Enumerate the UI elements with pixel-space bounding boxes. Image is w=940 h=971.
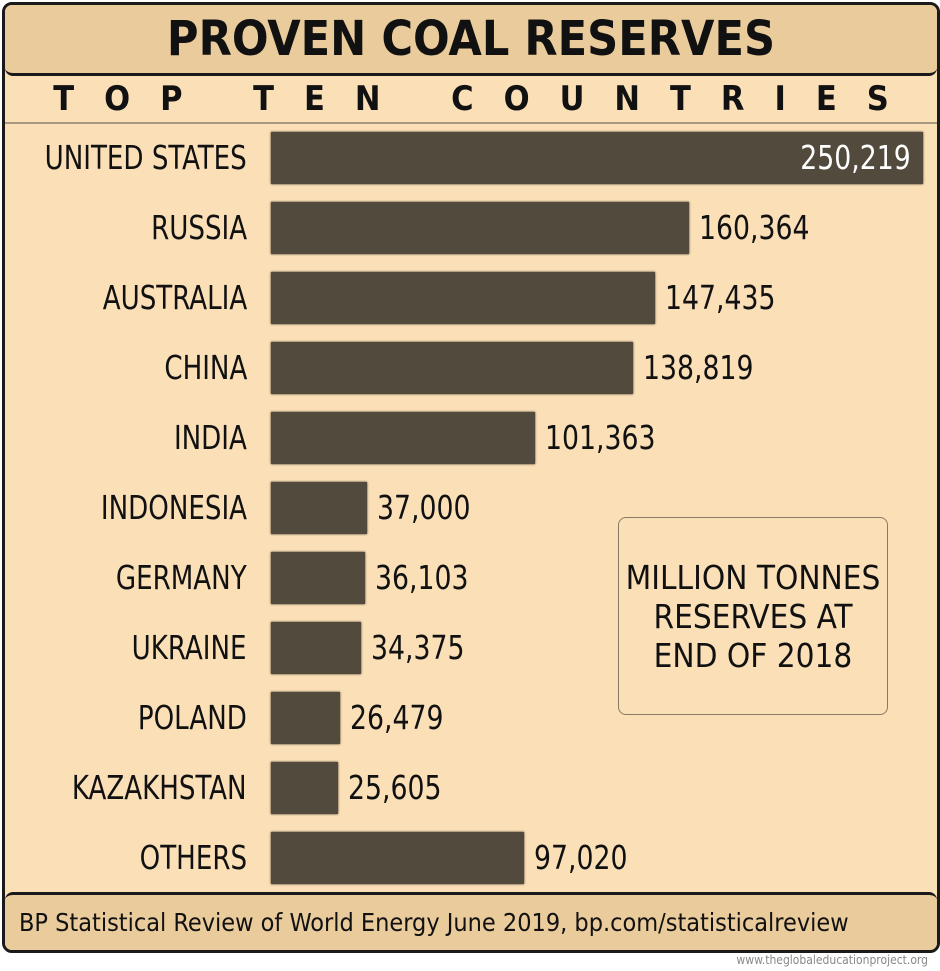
- value-label: 25,605: [347, 768, 442, 807]
- bar-united-states: [271, 132, 923, 184]
- source-footer: BP Statistical Review of World Energy Ju…: [5, 892, 937, 950]
- chart-title: PROVEN COAL RESERVES: [5, 5, 937, 76]
- value-label: 101,363: [545, 418, 656, 457]
- category-label: OTHERS: [139, 838, 247, 877]
- category-label: UNITED STATES: [44, 138, 247, 177]
- category-label: POLAND: [137, 698, 247, 737]
- category-label: AUSTRALIA: [102, 278, 247, 317]
- value-label: 36,103: [375, 558, 469, 597]
- bar-china: [271, 342, 633, 394]
- bar-indonesia: [271, 482, 368, 534]
- value-label: 138,819: [642, 348, 754, 387]
- category-label: CHINA: [163, 348, 247, 387]
- bar-ukraine: [271, 622, 361, 674]
- category-label: KAZAKHSTAN: [72, 768, 247, 807]
- value-label: 160,364: [698, 208, 810, 247]
- chart-subtitle: TOP TEN COUNTRIES: [5, 76, 937, 124]
- watermark: www.theglobaleducationproject.org: [736, 953, 928, 967]
- category-label: RUSSIA: [150, 208, 247, 247]
- bar-others: [271, 832, 524, 884]
- value-label: 250,219: [800, 138, 911, 177]
- bar-australia: [271, 272, 656, 324]
- bar-russia: [271, 202, 689, 254]
- bar-india: [271, 412, 536, 464]
- value-label: 147,435: [665, 278, 776, 317]
- value-label: 97,020: [533, 838, 628, 877]
- bar-poland: [271, 692, 340, 744]
- bar-kazakhstan: [271, 762, 338, 814]
- category-label: INDONESIA: [100, 488, 247, 527]
- value-label: 37,000: [377, 488, 471, 527]
- unit-note: MILLION TONNES RESERVES AT END OF 2018: [618, 517, 888, 715]
- chart-frame: PROVEN COAL RESERVES TOP TEN COUNTRIES U…: [2, 2, 940, 953]
- bar-germany: [271, 552, 366, 604]
- category-label: GERMANY: [116, 558, 247, 597]
- category-label: UKRAINE: [132, 628, 247, 667]
- value-label: 34,375: [370, 628, 465, 667]
- value-label: 26,479: [349, 698, 444, 737]
- category-label: INDIA: [174, 418, 247, 457]
